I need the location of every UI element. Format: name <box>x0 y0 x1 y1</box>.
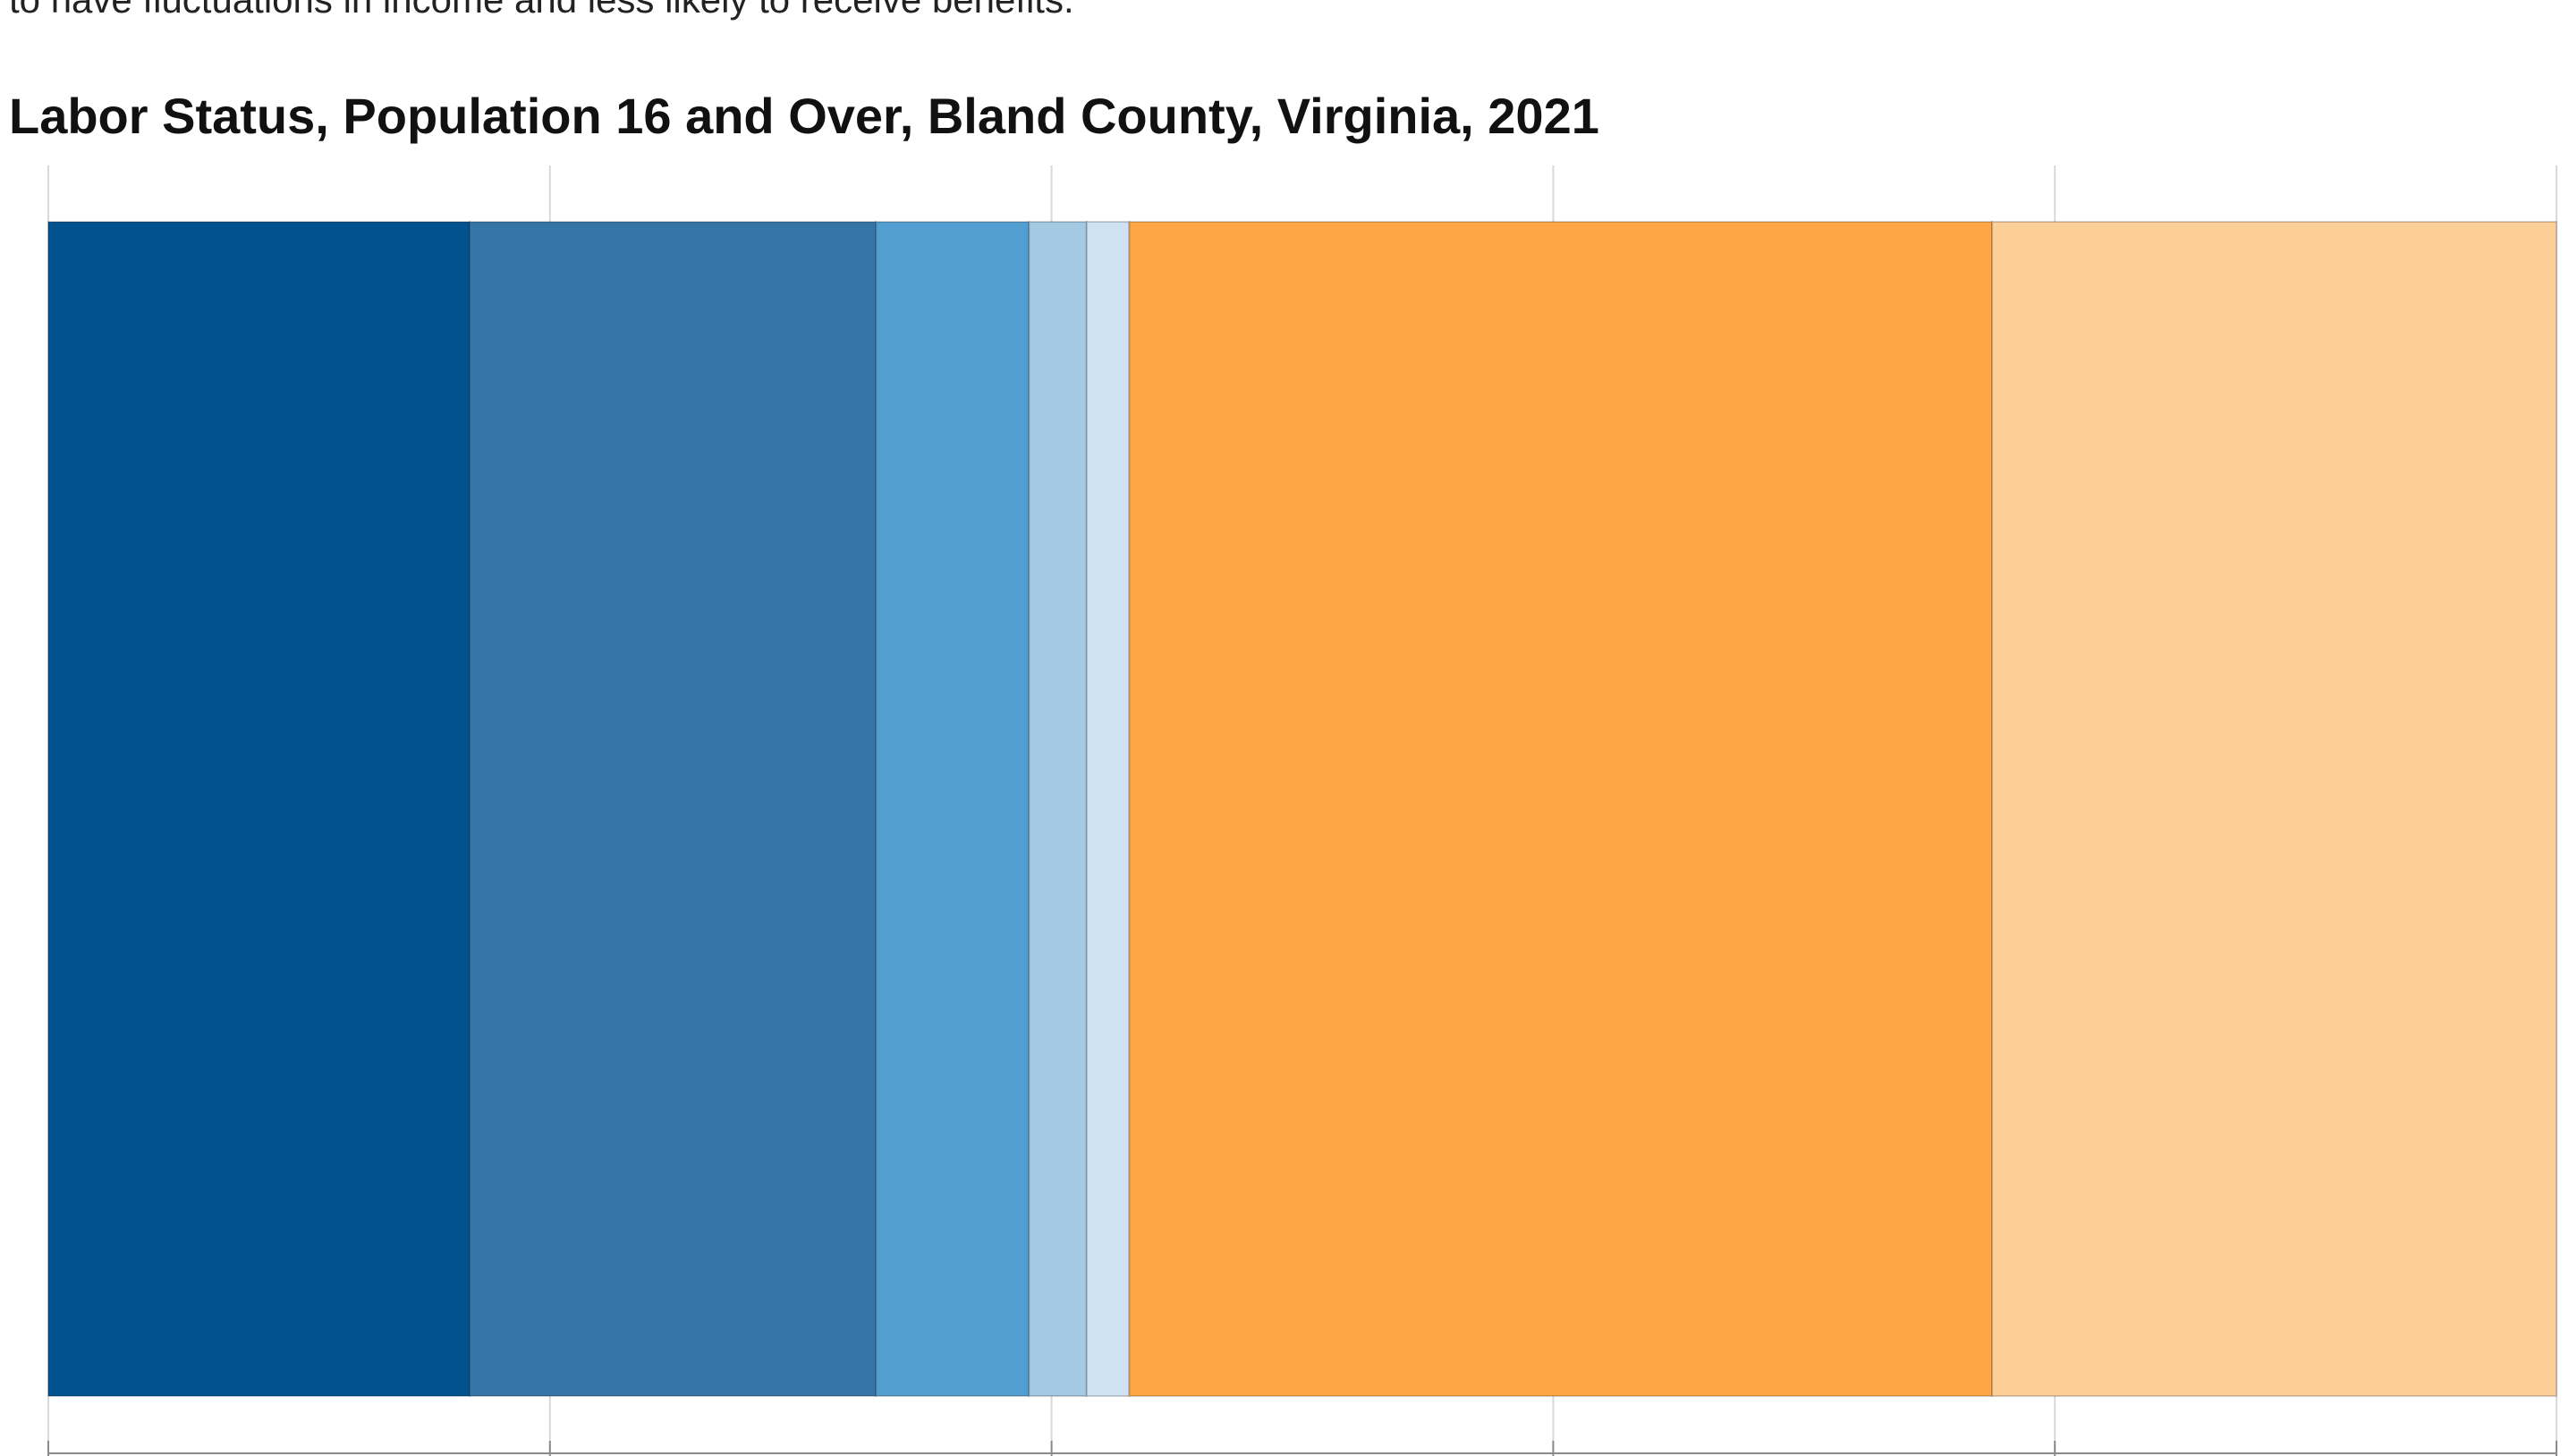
bar-segment-6 <box>1128 221 1994 1397</box>
stacked-bar <box>47 221 2558 1397</box>
bar-segment-7 <box>1991 221 2558 1397</box>
chart-title: Labor Status, Population 16 and Over, Bl… <box>9 88 1599 144</box>
x-axis <box>47 1441 2557 1456</box>
bar-segment-1 <box>47 221 471 1397</box>
intro-paragraph: to have fluctuations in income and less … <box>9 0 1074 27</box>
bar-segment-2 <box>469 221 878 1397</box>
bar-segment-3 <box>875 221 1030 1397</box>
bar-segment-4 <box>1028 221 1088 1397</box>
bar-segment-5 <box>1085 221 1131 1397</box>
